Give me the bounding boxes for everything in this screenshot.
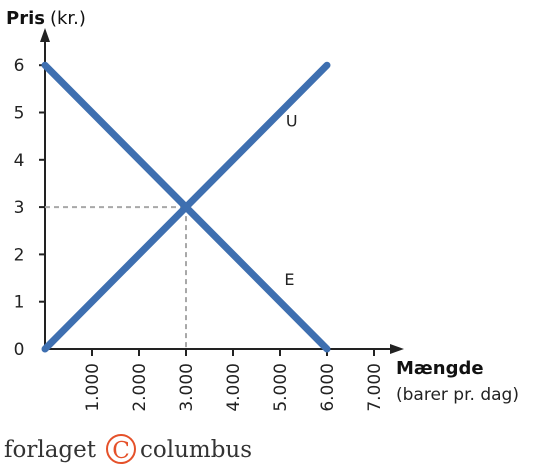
y-tick-label: 0	[14, 340, 25, 360]
demand-curve-label: E	[284, 270, 294, 289]
x-tick-label: 2.000	[130, 363, 150, 412]
demand-curve	[41, 61, 331, 353]
publisher-name-left: forlaget	[4, 437, 97, 463]
y-tick-label: 5	[14, 104, 25, 124]
publisher-name-right: columbus	[140, 437, 252, 463]
x-tick-label: 6.000	[318, 363, 338, 412]
y-axis-title: Pris (kr.)	[6, 8, 86, 29]
y-tick-label: 2	[14, 245, 25, 265]
y-tick-label: 3	[14, 198, 25, 218]
x-tick-label: 7.000	[365, 363, 385, 412]
y-tick-label: 4	[14, 151, 25, 171]
publisher-logo-letter: C	[112, 438, 130, 464]
x-axis-title: Mængde	[396, 358, 484, 379]
x-tick-label: 3.000	[177, 363, 197, 412]
x-tick-label: 4.000	[224, 363, 244, 412]
x-axis-unit: (barer pr. dag)	[396, 385, 519, 405]
supply-curve-label: U	[286, 112, 298, 131]
x-tick-label: 5.000	[271, 363, 291, 412]
y-axis-arrow	[40, 28, 50, 42]
y-tick-label: 1	[14, 293, 25, 313]
x-tick-label: 1.000	[83, 363, 103, 412]
publisher-logo-icon	[106, 434, 136, 464]
y-tick-label: 6	[14, 56, 25, 76]
x-axis-arrow	[390, 344, 404, 354]
